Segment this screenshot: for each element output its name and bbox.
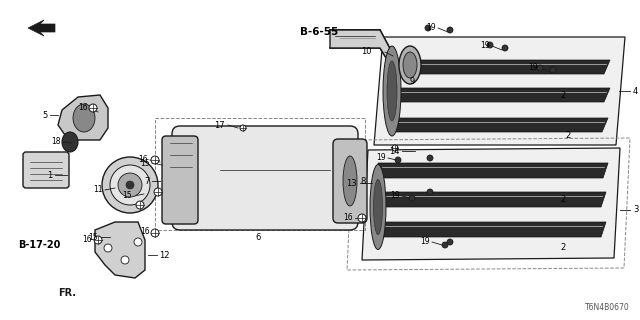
Text: 15: 15	[88, 233, 98, 242]
Circle shape	[118, 173, 142, 197]
Circle shape	[121, 256, 129, 264]
Text: 14: 14	[390, 147, 400, 156]
FancyBboxPatch shape	[172, 126, 358, 230]
Circle shape	[110, 165, 150, 205]
Circle shape	[154, 188, 162, 196]
Polygon shape	[378, 163, 608, 178]
Circle shape	[126, 181, 134, 189]
Text: 16: 16	[138, 156, 148, 164]
Polygon shape	[378, 192, 606, 207]
Circle shape	[537, 65, 543, 71]
Ellipse shape	[370, 164, 386, 250]
Text: 16: 16	[140, 228, 150, 236]
Text: T6N4B0670: T6N4B0670	[585, 303, 630, 312]
Circle shape	[447, 27, 453, 33]
Circle shape	[102, 157, 158, 213]
Text: 9: 9	[410, 77, 415, 86]
Polygon shape	[330, 30, 395, 72]
Ellipse shape	[73, 104, 95, 132]
Text: 2: 2	[565, 131, 570, 140]
Circle shape	[151, 156, 159, 164]
Text: 16: 16	[83, 236, 92, 244]
Ellipse shape	[62, 132, 78, 152]
Polygon shape	[95, 222, 145, 278]
Text: 10: 10	[362, 47, 372, 57]
Ellipse shape	[403, 52, 417, 78]
Text: 12: 12	[159, 251, 170, 260]
Text: 8: 8	[360, 178, 365, 187]
Circle shape	[136, 201, 144, 209]
Text: 2: 2	[560, 244, 565, 252]
Circle shape	[550, 67, 556, 73]
Text: 15: 15	[140, 158, 150, 167]
Text: 13: 13	[346, 179, 357, 188]
Circle shape	[151, 229, 159, 237]
Circle shape	[134, 238, 142, 246]
Text: 11: 11	[93, 186, 103, 195]
Circle shape	[240, 125, 246, 131]
Text: 19: 19	[529, 63, 538, 73]
Text: 19: 19	[426, 23, 436, 33]
Circle shape	[395, 157, 401, 163]
Text: 5: 5	[43, 110, 48, 119]
Circle shape	[447, 239, 453, 245]
Circle shape	[89, 104, 97, 112]
Text: 19: 19	[420, 237, 430, 246]
Text: 16: 16	[78, 103, 88, 113]
Circle shape	[94, 236, 102, 244]
Polygon shape	[28, 20, 55, 36]
Polygon shape	[392, 60, 610, 74]
Circle shape	[427, 155, 433, 161]
Circle shape	[358, 214, 366, 222]
Ellipse shape	[387, 61, 397, 121]
Text: 19: 19	[376, 154, 386, 163]
Ellipse shape	[383, 46, 401, 136]
Circle shape	[392, 145, 398, 151]
Circle shape	[104, 244, 112, 252]
Ellipse shape	[374, 180, 383, 235]
Circle shape	[425, 25, 431, 31]
Text: 7: 7	[145, 177, 150, 186]
Ellipse shape	[399, 46, 421, 84]
Text: 6: 6	[255, 234, 260, 243]
Text: 4: 4	[633, 86, 638, 95]
Polygon shape	[374, 37, 625, 145]
Polygon shape	[58, 95, 108, 140]
Text: 19: 19	[481, 42, 490, 51]
Text: B-6-55: B-6-55	[300, 27, 339, 37]
Text: 3: 3	[633, 205, 638, 214]
Text: 17: 17	[214, 121, 225, 130]
Text: B-17-20: B-17-20	[18, 240, 60, 250]
Text: 18: 18	[51, 138, 61, 147]
FancyBboxPatch shape	[333, 139, 367, 223]
Text: 19: 19	[390, 191, 400, 201]
Circle shape	[427, 189, 433, 195]
Text: 1: 1	[47, 171, 52, 180]
Text: 16: 16	[344, 213, 353, 222]
Polygon shape	[362, 148, 620, 260]
Text: 2: 2	[560, 91, 565, 100]
Polygon shape	[392, 118, 608, 132]
Text: 15: 15	[122, 191, 132, 201]
Text: 2: 2	[560, 196, 565, 204]
Circle shape	[487, 42, 493, 48]
Circle shape	[442, 242, 448, 248]
Ellipse shape	[343, 156, 357, 206]
Circle shape	[409, 195, 415, 201]
FancyBboxPatch shape	[162, 136, 198, 224]
Polygon shape	[378, 222, 606, 237]
Circle shape	[502, 45, 508, 51]
FancyBboxPatch shape	[23, 152, 69, 188]
Text: FR.: FR.	[58, 288, 76, 298]
Polygon shape	[392, 88, 610, 102]
